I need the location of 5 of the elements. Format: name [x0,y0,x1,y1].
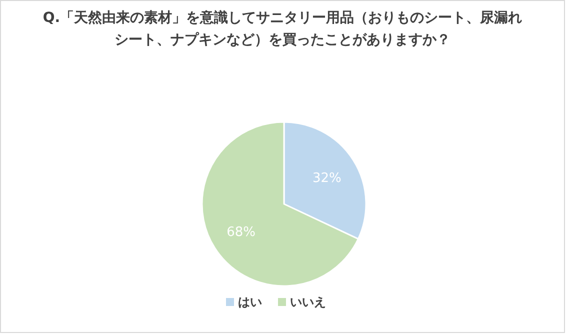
legend-label: はい [238,295,262,309]
data-label: 32% [312,170,342,186]
legend-label: いいえ [290,295,326,309]
data-label: 68% [226,225,256,240]
chart-title: Q.「天然由来の素材」を意識してサニタリー用品（おりものシート、尿漏れシート、ナプキンなど）を買ったことがありますか？ [42,9,524,50]
